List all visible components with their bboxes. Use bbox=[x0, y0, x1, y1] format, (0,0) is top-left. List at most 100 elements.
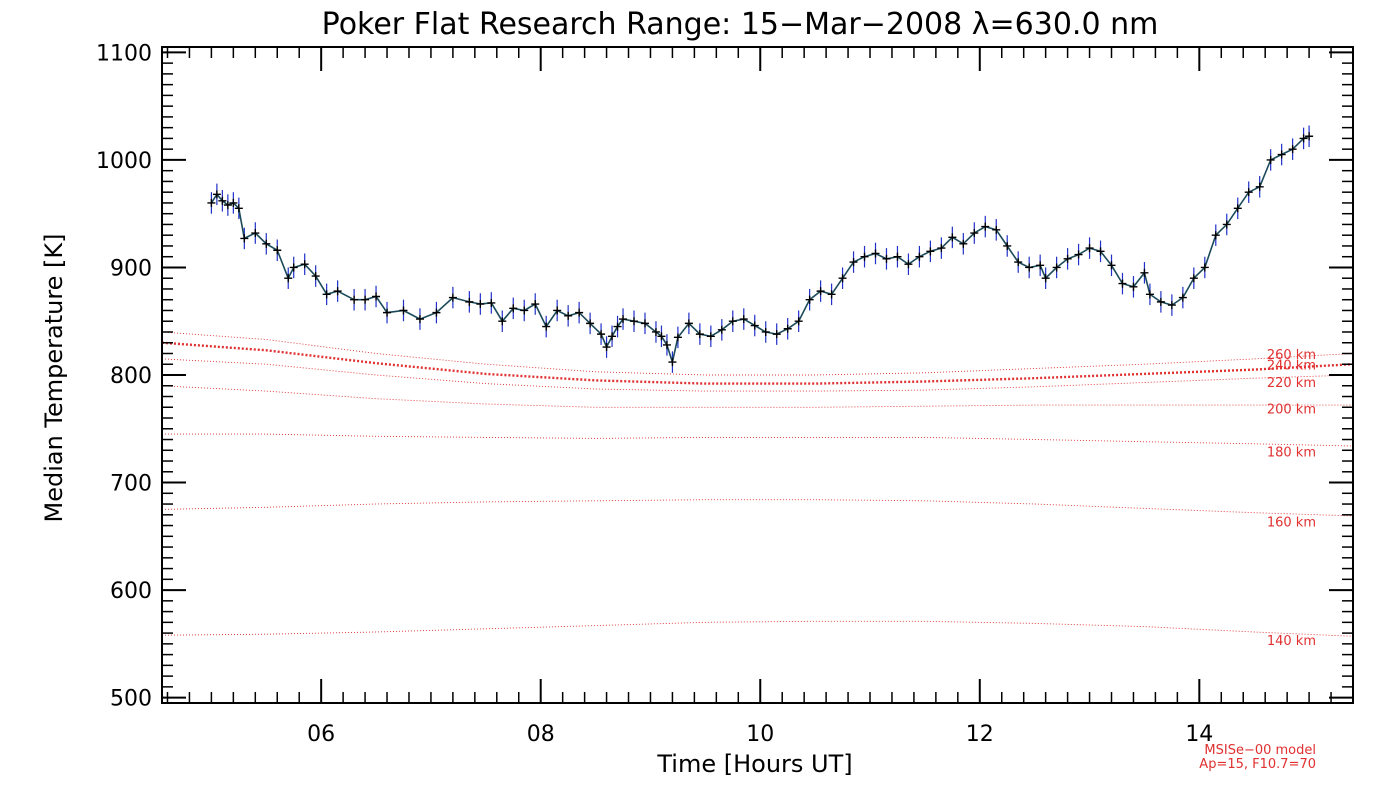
data-point bbox=[223, 201, 232, 210]
model-curve-160km bbox=[161, 499, 1354, 517]
data-point bbox=[465, 297, 474, 306]
data-point bbox=[586, 319, 595, 328]
data-point bbox=[229, 198, 238, 207]
data-point bbox=[333, 287, 342, 296]
data-point bbox=[1178, 293, 1187, 302]
data-point bbox=[662, 340, 671, 349]
data-point bbox=[1233, 204, 1242, 213]
x-tick-label: 12 bbox=[966, 722, 994, 747]
data-point bbox=[597, 330, 606, 339]
data-point bbox=[992, 225, 1001, 234]
data-point bbox=[640, 319, 649, 328]
data-point bbox=[1305, 132, 1314, 141]
data-point bbox=[509, 304, 518, 313]
model-curve-label: 200 km bbox=[1267, 403, 1316, 418]
data-point bbox=[350, 295, 359, 304]
data-point bbox=[602, 343, 611, 352]
data-point bbox=[959, 239, 968, 248]
model-curve-label: 180 km bbox=[1267, 446, 1316, 461]
data-point bbox=[706, 332, 715, 341]
data-point bbox=[619, 315, 628, 324]
model-name-note: MSISe−00 model bbox=[1204, 743, 1316, 758]
data-point bbox=[520, 306, 529, 315]
model-curve-label: 240 km bbox=[1267, 359, 1316, 374]
model-curve-label: 260 km bbox=[1267, 348, 1316, 363]
data-point bbox=[234, 204, 243, 213]
data-point bbox=[1167, 301, 1176, 310]
measurement-layer bbox=[207, 125, 1314, 373]
data-point bbox=[717, 325, 726, 334]
data-point bbox=[240, 234, 249, 243]
data-point bbox=[1003, 241, 1012, 250]
data-point bbox=[311, 272, 320, 281]
data-point bbox=[608, 332, 617, 341]
model-curve-260km bbox=[161, 331, 1354, 376]
data-point bbox=[937, 244, 946, 253]
data-point bbox=[805, 295, 814, 304]
data-point bbox=[531, 300, 540, 309]
data-point bbox=[1129, 282, 1138, 291]
y-tick-label: 800 bbox=[110, 364, 152, 389]
data-point bbox=[284, 274, 293, 283]
data-point bbox=[695, 330, 704, 339]
data-point bbox=[1036, 261, 1045, 270]
data-point bbox=[657, 332, 666, 341]
data-point bbox=[1041, 274, 1050, 283]
y-tick-label: 1000 bbox=[96, 149, 152, 174]
data-point bbox=[684, 319, 693, 328]
data-point bbox=[728, 317, 737, 326]
data-point bbox=[882, 254, 891, 263]
data-point bbox=[772, 330, 781, 339]
y-tick-label: 900 bbox=[110, 256, 152, 281]
data-point bbox=[399, 306, 408, 315]
data-point bbox=[750, 321, 759, 330]
x-tick-label: 14 bbox=[1185, 722, 1213, 747]
data-point bbox=[251, 229, 260, 238]
model-curve-220km bbox=[161, 358, 1354, 392]
y-tick-label: 500 bbox=[110, 687, 152, 712]
data-point bbox=[553, 306, 562, 315]
data-point bbox=[322, 290, 331, 299]
axes-layer: 500 600 700 800 900 1000 1100 06 08 10 12 14 bbox=[96, 41, 1354, 747]
model-curve-label: 220 km bbox=[1267, 376, 1316, 391]
chart-title: Poker Flat Research Range: 15−Mar−2008 λ… bbox=[322, 7, 1159, 42]
data-point bbox=[1096, 247, 1105, 256]
data-point bbox=[673, 333, 682, 342]
data-point bbox=[1107, 261, 1116, 270]
model-curve-200km bbox=[161, 385, 1353, 408]
data-point bbox=[273, 246, 282, 255]
data-point bbox=[613, 322, 622, 331]
data-point bbox=[948, 233, 957, 242]
data-point bbox=[1085, 244, 1094, 253]
data-point bbox=[871, 249, 880, 258]
data-point bbox=[1074, 250, 1083, 259]
data-point bbox=[1277, 150, 1286, 159]
data-point bbox=[915, 252, 924, 261]
y-tick-label: 1100 bbox=[96, 41, 152, 66]
y-tick-label: 700 bbox=[110, 472, 152, 497]
x-tick-label: 08 bbox=[527, 722, 555, 747]
data-point bbox=[1200, 263, 1209, 272]
data-point bbox=[1222, 220, 1231, 229]
data-point bbox=[1156, 297, 1165, 306]
data-point bbox=[1118, 279, 1127, 288]
model-params-note: Ap=15, F10.7=70 bbox=[1199, 757, 1316, 772]
data-point bbox=[630, 317, 639, 326]
data-point bbox=[1211, 231, 1220, 240]
data-point bbox=[542, 322, 551, 331]
model-curve-label: 160 km bbox=[1267, 516, 1316, 531]
model-curve-140km bbox=[161, 620, 1354, 637]
data-point bbox=[448, 293, 457, 302]
data-point bbox=[1288, 145, 1297, 154]
model-curve-label: 140 km bbox=[1267, 634, 1316, 649]
data-point bbox=[415, 315, 424, 324]
data-point bbox=[383, 308, 392, 317]
data-point bbox=[838, 274, 847, 283]
data-point bbox=[1052, 263, 1061, 272]
data-point bbox=[794, 317, 803, 326]
data-point bbox=[926, 247, 935, 256]
data-point bbox=[816, 287, 825, 296]
data-point bbox=[1299, 134, 1308, 143]
data-point bbox=[575, 308, 584, 317]
